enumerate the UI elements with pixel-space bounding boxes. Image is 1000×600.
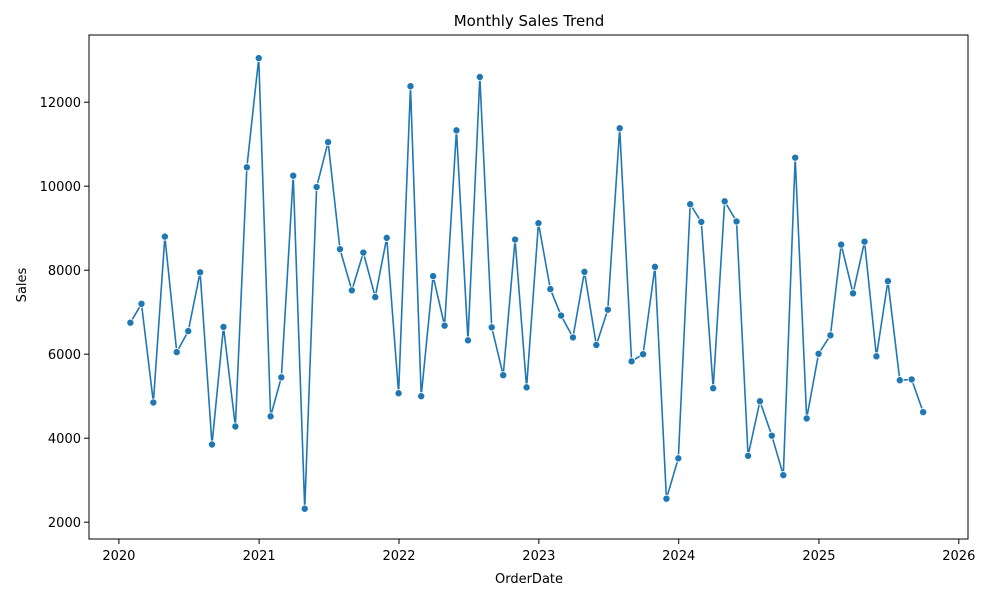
plot-frame <box>88 34 969 540</box>
sales-line <box>129 57 924 510</box>
data-point <box>802 414 811 423</box>
data-point <box>289 171 298 180</box>
x-axis-ticks: 2020 2021 2022 2023 2024 2025 2026 <box>102 539 975 564</box>
data-point <box>686 200 695 209</box>
data-point <box>429 272 438 281</box>
data-point <box>849 289 858 298</box>
data-point <box>767 431 776 440</box>
data-point <box>650 262 659 271</box>
data-point <box>324 138 333 147</box>
data-point <box>511 235 520 244</box>
data-point <box>895 376 904 385</box>
data-point <box>406 82 415 91</box>
data-point <box>546 285 555 294</box>
data-point <box>826 331 835 340</box>
data-point <box>720 197 729 206</box>
data-point <box>277 373 286 382</box>
x-tick-label: 2020 <box>102 549 135 564</box>
data-point <box>242 163 251 172</box>
data-point <box>872 352 881 361</box>
x-tick-label: 2022 <box>382 549 415 564</box>
data-point <box>883 277 892 286</box>
data-point <box>837 240 846 249</box>
y-tick-label: 10000 <box>40 180 81 195</box>
data-point <box>452 126 461 135</box>
x-tick-label: 2025 <box>802 549 835 564</box>
data-point <box>674 454 683 463</box>
data-point <box>592 340 601 349</box>
data-point <box>371 293 380 302</box>
data-point <box>534 219 543 228</box>
data-point <box>149 398 158 407</box>
data-point <box>172 348 181 357</box>
data-point <box>499 371 508 380</box>
data-point <box>137 299 146 308</box>
data-point <box>254 54 263 63</box>
data-point <box>440 321 449 330</box>
chart-title: Monthly Sales Trend <box>454 12 605 30</box>
x-tick-label: 2026 <box>942 549 975 564</box>
data-point <box>184 327 193 336</box>
data-point <box>266 412 275 421</box>
data-point <box>347 286 356 295</box>
data-point <box>779 471 788 480</box>
data-point <box>639 350 648 359</box>
data-point <box>300 504 309 513</box>
x-axis-title: OrderDate <box>495 572 563 587</box>
data-point <box>335 245 344 254</box>
data-point <box>382 233 391 242</box>
data-point <box>312 183 321 192</box>
data-point <box>160 232 169 241</box>
data-point <box>487 323 496 332</box>
data-point <box>207 440 216 449</box>
data-point <box>709 384 718 393</box>
data-point <box>359 248 368 257</box>
data-point <box>697 217 706 226</box>
y-tick-label: 2000 <box>48 516 81 531</box>
data-point <box>791 153 800 162</box>
data-point <box>615 124 624 133</box>
data-point <box>126 318 135 327</box>
data-point <box>744 451 753 460</box>
y-tick-label: 12000 <box>40 96 81 111</box>
data-point <box>732 217 741 226</box>
x-tick-label: 2021 <box>243 549 276 564</box>
data-point <box>627 357 636 366</box>
data-point <box>662 494 671 503</box>
y-tick-label: 4000 <box>48 432 81 447</box>
data-point <box>557 311 566 320</box>
y-tick-label: 6000 <box>48 348 81 363</box>
data-point <box>522 383 531 392</box>
data-point <box>463 336 472 345</box>
data-point <box>860 237 869 246</box>
data-point <box>755 397 764 406</box>
y-axis-title: Sales <box>15 267 30 302</box>
data-point <box>568 333 577 342</box>
data-point <box>219 322 228 331</box>
y-axis-ticks: 2000 4000 6000 8000 10000 12000 <box>40 96 89 531</box>
data-point <box>417 392 426 401</box>
x-tick-label: 2023 <box>522 549 555 564</box>
data-point <box>919 408 928 417</box>
plot-area <box>126 54 928 513</box>
data-point <box>394 389 403 398</box>
data-point <box>814 349 823 358</box>
data-point <box>231 422 240 431</box>
x-tick-label: 2024 <box>662 549 695 564</box>
data-point <box>603 305 612 314</box>
y-tick-label: 8000 <box>48 264 81 279</box>
data-point <box>907 375 916 384</box>
data-point <box>475 73 484 82</box>
data-point <box>196 268 205 277</box>
data-point <box>580 267 589 276</box>
